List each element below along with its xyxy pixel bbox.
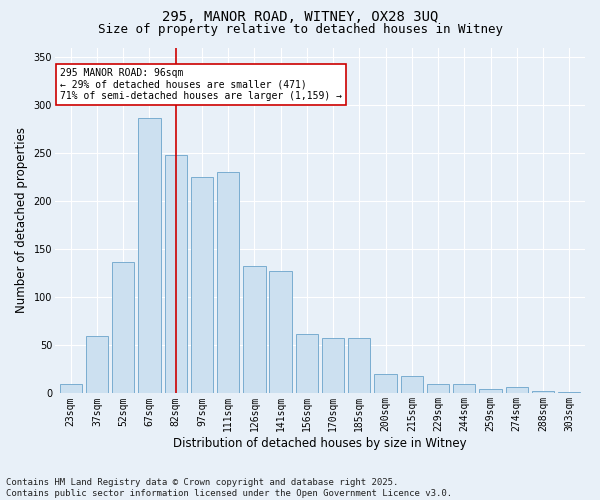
Bar (164, 155, 187, 394)
Text: 295, MANOR ROAD, WITNEY, OX28 3UQ: 295, MANOR ROAD, WITNEY, OX28 3UQ (162, 10, 438, 24)
Bar (59, 384, 82, 394)
Bar (453, 384, 475, 394)
Bar (532, 392, 554, 394)
Bar (322, 338, 344, 394)
Bar (217, 172, 239, 394)
Text: Contains HM Land Registry data © Crown copyright and database right 2025.
Contai: Contains HM Land Registry data © Crown c… (6, 478, 452, 498)
Bar (86, 336, 108, 394)
X-axis label: Distribution of detached houses by size in Witney: Distribution of detached houses by size … (173, 437, 467, 450)
Text: Size of property relative to detached houses in Witney: Size of property relative to detached ho… (97, 22, 503, 36)
Bar (138, 118, 161, 394)
Bar (243, 266, 266, 394)
Bar (427, 384, 449, 394)
Y-axis label: Number of detached properties: Number of detached properties (15, 128, 28, 314)
Text: 295 MANOR ROAD: 96sqm
← 29% of detached houses are smaller (471)
71% of semi-det: 295 MANOR ROAD: 96sqm ← 29% of detached … (60, 68, 342, 102)
Bar (112, 262, 134, 394)
Bar (506, 386, 528, 394)
Bar (296, 334, 318, 394)
Bar (191, 177, 213, 394)
Bar (348, 338, 370, 394)
Bar (558, 392, 580, 394)
Bar (401, 376, 423, 394)
Bar (374, 374, 397, 394)
Bar (479, 388, 502, 394)
Bar (269, 272, 292, 394)
